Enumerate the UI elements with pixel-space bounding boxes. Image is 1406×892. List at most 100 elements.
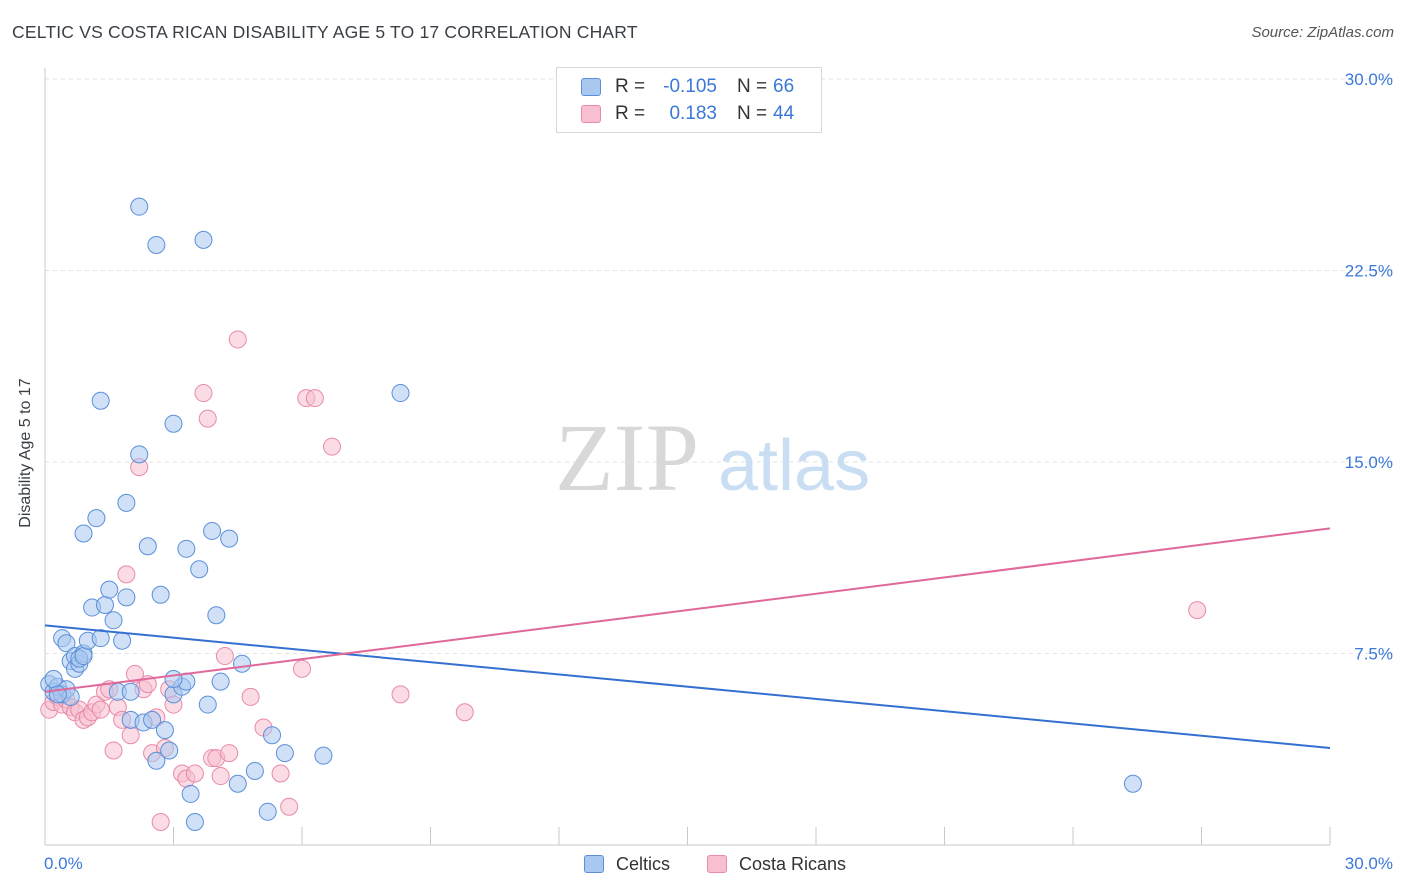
- costa-ricans-point: [455, 703, 474, 722]
- celtics-point: [220, 529, 239, 548]
- celtics-point: [117, 493, 136, 512]
- celtics-point: [207, 606, 226, 625]
- celtics-point: [147, 235, 166, 254]
- legend-row-costa-ricans: R = 0.183 N = 44: [581, 103, 794, 125]
- costa-ricans-swatch: [581, 105, 601, 123]
- n-value: 66: [773, 76, 795, 97]
- x-tick-label: 30.0%: [1345, 854, 1393, 873]
- celtics-point: [130, 197, 149, 216]
- y-tick-label: 22.5%: [1345, 262, 1393, 281]
- celtics-point: [233, 654, 252, 673]
- celtics-point: [190, 560, 209, 579]
- celtics-point: [160, 741, 179, 760]
- costa-ricans-point: [211, 767, 230, 786]
- costa-ricans-point: [228, 330, 247, 349]
- trendlines: [44, 527, 1331, 749]
- celtics-point: [314, 746, 333, 765]
- celtics-point: [117, 588, 136, 607]
- costa-ricans-point: [104, 741, 123, 760]
- costa-ricans-point: [185, 764, 204, 783]
- r-label: R =: [615, 103, 646, 124]
- stats-legend: R = -0.105 N = 66 R = 0.183 N = 44: [556, 67, 822, 133]
- costa-ricans-point: [271, 764, 290, 783]
- costa-ricans-point: [121, 726, 140, 745]
- celtics-point: [203, 521, 222, 540]
- costa-ricans-trendline: [44, 527, 1331, 693]
- celtics-point: [138, 537, 157, 556]
- costa-ricans-points: [40, 330, 1207, 832]
- r-value: 0.183: [669, 103, 717, 124]
- celtics-point: [74, 524, 93, 543]
- y-tick-label: 7.5%: [1354, 645, 1393, 664]
- costa-ricans-point: [305, 389, 324, 408]
- celtics-point: [113, 631, 132, 650]
- celtics-point: [245, 761, 264, 780]
- celtics-point: [275, 744, 294, 763]
- bottom-legend-costa-ricans: Costa Ricans: [707, 852, 846, 876]
- costa-ricans-point: [322, 437, 341, 456]
- costa-ricans-point: [117, 565, 136, 584]
- costa-ricans-point: [391, 685, 410, 704]
- celtics-points: [40, 197, 1142, 832]
- n-label: N =: [737, 103, 768, 124]
- celtics-point: [258, 802, 277, 821]
- r-value: -0.105: [663, 76, 717, 97]
- celtics-trendline: [44, 624, 1331, 749]
- costa-ricans-label: Costa Ricans: [739, 853, 847, 874]
- costa-ricans-swatch: [707, 855, 727, 873]
- n-value: 44: [773, 103, 795, 124]
- celtics-point: [143, 710, 162, 729]
- celtics-point: [91, 391, 110, 410]
- grid-lines: [45, 78, 1395, 654]
- celtics-point: [44, 670, 63, 689]
- celtics-label: Celtics: [616, 853, 671, 874]
- x-tick-label: 0.0%: [44, 854, 83, 873]
- celtics-point: [228, 774, 247, 793]
- celtics-point: [391, 384, 410, 403]
- celtics-point: [185, 813, 204, 832]
- y-tick-label: 30.0%: [1345, 70, 1393, 89]
- celtics-swatch: [581, 78, 601, 96]
- celtics-point: [1123, 774, 1142, 793]
- costa-ricans-point: [215, 647, 234, 666]
- costa-ricans-point: [293, 659, 311, 678]
- celtics-point: [198, 695, 217, 714]
- celtics-point: [177, 539, 196, 558]
- costa-ricans-point: [1188, 601, 1207, 620]
- watermark-zip: ZIP: [555, 404, 699, 511]
- celtics-point: [87, 509, 106, 528]
- costa-ricans-point: [194, 384, 213, 403]
- legend-row-celtics: R = -0.105 N = 66: [581, 76, 794, 98]
- y-tick-labels: 7.5% 15.0% 22.5% 30.0%: [1345, 70, 1393, 664]
- costa-ricans-point: [280, 797, 299, 816]
- celtics-point: [164, 414, 183, 433]
- celtics-point: [155, 721, 174, 740]
- celtics-point: [95, 595, 114, 614]
- celtics-point: [147, 751, 166, 770]
- chart-title: CELTIC VS COSTA RICAN DISABILITY AGE 5 T…: [12, 22, 638, 42]
- costa-ricans-point: [151, 813, 170, 832]
- costa-ricans-point: [198, 409, 217, 428]
- source-label: Source: ZipAtlas.com: [1251, 24, 1394, 41]
- celtics-point: [211, 672, 230, 691]
- costa-ricans-point: [241, 687, 260, 706]
- costa-ricans-point: [125, 664, 144, 683]
- watermark-atlas: atlas: [718, 426, 870, 506]
- celtics-point: [194, 230, 213, 249]
- n-label: N =: [737, 76, 768, 97]
- celtics-point: [57, 634, 76, 653]
- celtics-point: [74, 647, 93, 666]
- celtics-point: [151, 585, 170, 604]
- celtics-swatch: [584, 855, 604, 873]
- celtics-point: [121, 682, 140, 701]
- celtics-point: [130, 445, 149, 464]
- celtics-point: [91, 629, 110, 648]
- r-label: R =: [615, 76, 646, 97]
- x-tick-labels: 0.0% 30.0%: [44, 854, 1393, 873]
- celtics-point: [104, 611, 123, 630]
- celtics-point: [263, 726, 282, 745]
- bottom-legend-celtics: Celtics: [584, 852, 670, 876]
- costa-ricans-point: [220, 744, 239, 763]
- costa-ricans-point: [91, 700, 110, 719]
